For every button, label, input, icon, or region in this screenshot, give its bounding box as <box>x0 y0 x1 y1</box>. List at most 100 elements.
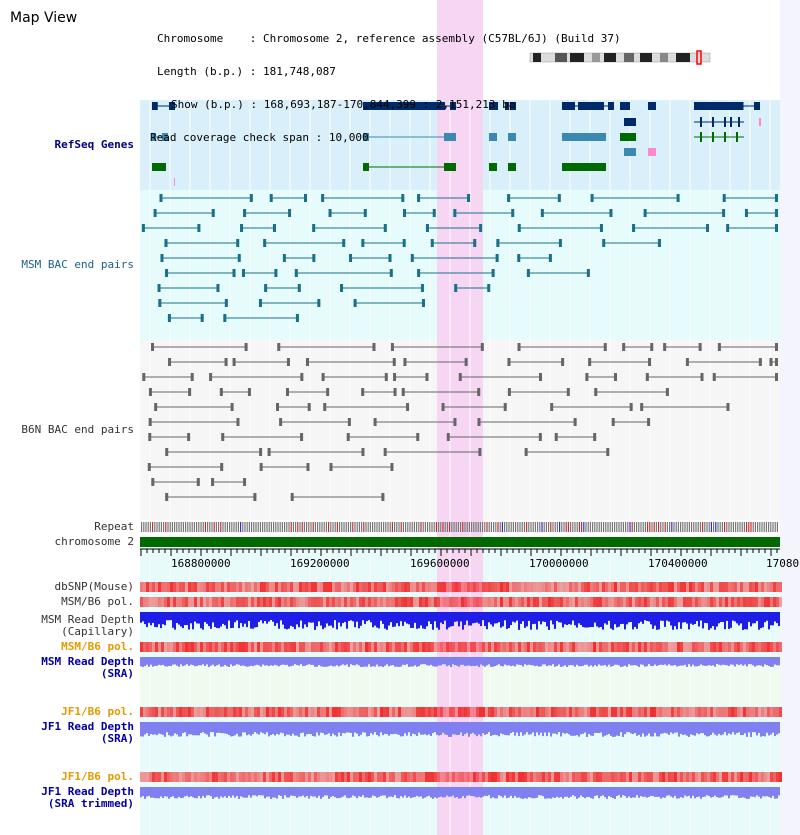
jf1-b6-pol2-heat <box>272 772 275 782</box>
jf1-depth-trim-bar <box>524 787 526 799</box>
repeat-element <box>642 522 644 532</box>
dbsnp-heat <box>533 582 536 592</box>
msm-depth-sra-bar <box>342 657 344 665</box>
msm-depth-sra-bar <box>248 657 250 667</box>
axis-tick-3: 169600000 <box>410 557 470 570</box>
jf1-depth-trim-bar <box>554 787 556 798</box>
jf1-depth-sra-bar <box>388 722 390 736</box>
msm-depth-capillary-bar <box>634 612 636 627</box>
msm-depth-sra-bar <box>576 657 578 665</box>
msm-bac-pair-end <box>491 269 495 277</box>
msm-depth-sra-bar <box>778 657 780 666</box>
repeat-element <box>748 522 750 532</box>
refseq-exon <box>444 133 456 141</box>
msm-depth-capillary-bar <box>176 612 178 623</box>
jf1-depth-trim-bar <box>772 787 774 796</box>
jf1-b6-pol2-heat <box>266 772 269 782</box>
jf1-depth-trim-bar <box>208 787 210 796</box>
msm-depth-capillary-bar <box>206 612 208 624</box>
jf1-depth-trim-bar <box>280 787 282 796</box>
msm-depth-sra-bar <box>534 657 536 667</box>
msm-b6-pol2-heat <box>764 642 767 652</box>
repeat-element <box>563 522 565 532</box>
msm-b6-pol2-heat <box>224 642 227 652</box>
b6n-bac-pair-end <box>285 388 289 396</box>
b6n-bac-pair-end <box>593 433 597 441</box>
jf1-b6-pol-heat <box>146 707 149 717</box>
repeat-element <box>732 522 734 532</box>
msm-depth-capillary-bar <box>144 612 146 625</box>
msm-bac-pair-end <box>264 284 268 292</box>
msm-b6-pol2-heat <box>425 642 428 652</box>
jf1-depth-sra-bar <box>750 722 752 737</box>
msm-bac-pair-end <box>775 194 778 202</box>
jf1-b6-pol2-heat <box>692 772 695 782</box>
b6n-bac-pair-end <box>775 358 778 366</box>
jf1-depth-trim-bar <box>454 787 456 798</box>
msm-depth-sra-bar <box>338 657 340 667</box>
msm-depth-sra-bar <box>234 657 236 666</box>
jf1-b6-pol-heat <box>233 707 236 717</box>
dbsnp-heat <box>500 582 503 592</box>
jf1-depth-trim-bar <box>730 787 732 796</box>
jf1-depth-sra-bar <box>748 722 750 733</box>
jf1-b6-pol2-heat <box>473 772 476 782</box>
repeat-element <box>528 522 530 532</box>
msm-depth-sra-bar <box>554 657 556 667</box>
jf1-depth-trim-bar <box>354 787 356 797</box>
msm-depth-sra-bar <box>390 657 392 666</box>
repeat-element <box>255 522 257 532</box>
jf1-depth-sra-bar <box>150 722 152 735</box>
msm-b6-pol-heat <box>326 597 329 607</box>
msm-b6-pol2-heat <box>392 642 395 652</box>
jf1-b6-pol-heat <box>770 707 773 717</box>
msm-depth-sra-bar <box>738 657 740 666</box>
jf1-depth-trim-bar <box>488 787 490 796</box>
jf1-depth-trim-bar <box>602 787 604 796</box>
jf1-depth-sra-bar <box>646 722 648 736</box>
msm-depth-capillary-bar <box>288 612 290 629</box>
msm-b6-pol2-heat <box>485 642 488 652</box>
jf1-b6-pol-heat <box>668 707 671 717</box>
msm-depth-sra-bar <box>262 657 264 665</box>
msm-depth-capillary-bar <box>174 612 176 630</box>
jf1-b6-pol-heat <box>587 707 590 717</box>
msm-depth-capillary-bar <box>434 612 436 622</box>
jf1-depth-trim-bar <box>326 787 328 796</box>
msm-b6-pol2-heat <box>497 642 500 652</box>
repeat-element <box>684 522 686 532</box>
repeat-element <box>581 522 583 532</box>
jf1-depth-trim-label-1: JF1 Read Depth <box>41 785 134 798</box>
jf1-depth-trim-bar <box>328 787 330 799</box>
msm-bac-pair-end <box>165 269 169 277</box>
jf1-depth-sra-bar <box>626 722 628 733</box>
jf1-depth-trim-bar <box>206 787 208 796</box>
repeat-element <box>673 522 675 532</box>
chromosome-label: chromosome 2 <box>54 535 134 548</box>
jf1-depth-trim-bar <box>370 787 372 798</box>
msm-b6-pol2-heat <box>596 642 599 652</box>
msm-depth-sra-bar <box>380 657 382 667</box>
msm-depth-capillary-bar <box>588 612 590 628</box>
msm-b6-pol-heat <box>497 597 500 607</box>
jf1-depth-trim-bar <box>160 787 162 797</box>
jf1-b6-pol-heat <box>497 707 500 717</box>
repeat-element <box>704 522 706 532</box>
msm-depth-sra-bar <box>586 657 588 665</box>
jf1-b6-pol2-heat <box>188 772 191 782</box>
b6n-bac-pair-end <box>148 433 152 441</box>
msm-b6-pol-heat <box>338 597 341 607</box>
jf1-depth-sra-bar <box>742 722 744 736</box>
jf1-depth-trim-bar <box>676 787 678 799</box>
msm-depth-capillary-bar <box>292 612 294 627</box>
jf1-depth-sra-bar <box>604 722 606 736</box>
msm-b6-pol2-heat <box>656 642 659 652</box>
jf1-depth-trim-bar <box>350 787 352 798</box>
msm-depth-sra-bar <box>382 657 384 667</box>
jf1-depth-trim-bar <box>518 787 520 798</box>
jf1-b6-pol2-heat <box>233 772 236 782</box>
jf1-depth-sra-label-2: (SRA) <box>100 732 134 745</box>
jf1-b6-pol2-heat <box>680 772 683 782</box>
jf1-b6-pol2-heat <box>392 772 395 782</box>
